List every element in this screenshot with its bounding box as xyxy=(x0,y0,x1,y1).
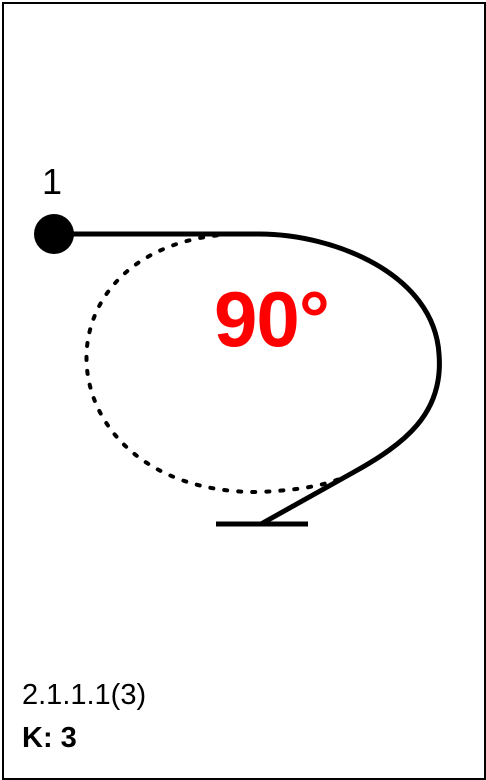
maneuver-diagram xyxy=(34,214,442,527)
start-dot xyxy=(34,214,74,254)
solid-flight-line xyxy=(64,231,442,527)
catalog-number: 2.1.1.1(3) xyxy=(22,679,147,711)
rotation-angle-label: 90° xyxy=(214,275,330,363)
start-number: 1 xyxy=(42,161,63,202)
k-factor: K: 3 xyxy=(22,722,77,754)
